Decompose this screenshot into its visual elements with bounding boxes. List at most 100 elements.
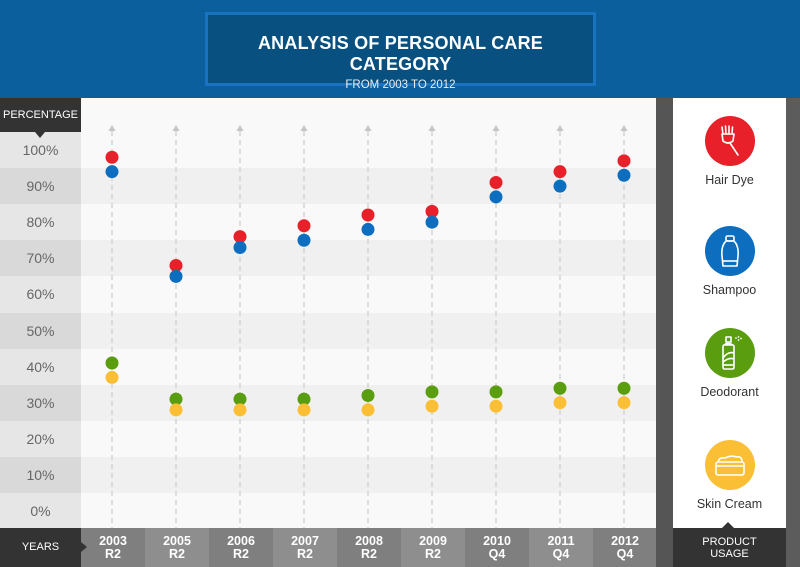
data-point-shampoo[interactable] [425, 215, 439, 229]
data-point-skin-cream[interactable] [617, 396, 631, 410]
data-point-hair-dye[interactable] [297, 219, 311, 233]
x-tick-period: Q4 [616, 547, 634, 561]
y-axis-band [0, 493, 81, 529]
data-point-shampoo[interactable] [489, 190, 503, 204]
data-point-hair-dye[interactable] [425, 204, 439, 218]
legend-frame-left [656, 98, 673, 567]
x-tick-label: 2008 R2 [337, 528, 401, 567]
legend-item-shampoo: Shampoo [673, 226, 786, 297]
data-point-deodorant[interactable] [169, 392, 183, 406]
x-tick-period: R2 [233, 547, 249, 561]
legend-label: Skin Cream [696, 497, 763, 511]
data-point-skin-cream[interactable] [489, 399, 503, 413]
legend-panel: Hair Dye Shampoo [673, 98, 786, 528]
y-axis-band [0, 456, 81, 493]
x-tick-period: Q4 [552, 547, 570, 561]
skin-cream-jar-icon [704, 440, 755, 490]
data-point-hair-dye[interactable] [233, 230, 247, 244]
legend-frame-right [786, 98, 800, 567]
legend-heading-pointer [722, 522, 734, 528]
data-point-shampoo[interactable] [105, 165, 119, 179]
data-point-skin-cream[interactable] [169, 403, 183, 417]
data-point-deodorant[interactable] [361, 388, 375, 402]
data-point-skin-cream[interactable] [233, 403, 247, 417]
data-point-deodorant[interactable] [297, 392, 311, 406]
data-point-hair-dye[interactable] [361, 208, 375, 222]
data-point-skin-cream[interactable] [361, 403, 375, 417]
guide-arrow-icon [556, 125, 564, 131]
data-point-shampoo[interactable] [169, 269, 183, 283]
data-point-hair-dye[interactable] [553, 165, 567, 179]
x-tick-period: Q4 [488, 547, 506, 561]
y-axis-band [0, 348, 81, 385]
data-point-hair-dye[interactable] [105, 150, 119, 164]
shampoo-bottle-icon [704, 226, 755, 276]
y-axis-band [0, 132, 81, 168]
x-axis-heading-pointer [81, 542, 87, 552]
y-tick-label: 0% [30, 503, 51, 519]
data-point-deodorant[interactable] [425, 385, 439, 399]
x-tick-period: R2 [169, 547, 185, 561]
data-point-shampoo[interactable] [297, 233, 311, 247]
guide-arrow-icon [236, 125, 244, 131]
legend-item-skin-cream: Skin Cream [673, 440, 786, 511]
y-tick-label: 60% [26, 286, 55, 303]
legend-heading: PRODUCT USAGE [673, 528, 786, 567]
y-axis-heading: PERCENTAGE [0, 98, 81, 132]
legend-label: Shampoo [702, 283, 757, 297]
header-banner: ANALYSIS OF PERSONAL CARE CATEGORY FROM … [0, 0, 800, 98]
x-tick-label: 2010 Q4 [465, 528, 529, 567]
y-tick-label: 10% [26, 466, 55, 483]
x-tick-year: 2010 [483, 534, 511, 548]
legend-label: Deodorant [700, 385, 759, 399]
y-axis-band [0, 420, 81, 457]
x-tick-period: R2 [361, 547, 377, 561]
data-point-shampoo[interactable] [361, 222, 375, 236]
data-point-deodorant[interactable] [105, 356, 119, 370]
y-axis-band [0, 384, 81, 421]
data-point-shampoo[interactable] [553, 179, 567, 193]
guide-arrow-icon [428, 125, 436, 131]
x-tick-year: 2011 [547, 534, 575, 548]
guide-arrow-icon [364, 125, 372, 131]
chart-title: ANALYSIS OF PERSONAL CARE CATEGORY [257, 33, 544, 74]
guide-arrow-icon [172, 125, 180, 131]
data-point-skin-cream[interactable] [105, 370, 119, 384]
data-point-deodorant[interactable] [553, 381, 567, 395]
y-axis-band [0, 240, 81, 277]
y-tick-label: 30% [26, 394, 55, 411]
x-tick-year: 2007 [291, 534, 319, 548]
x-tick-year: 2008 [355, 534, 383, 548]
guide-arrow-icon [620, 125, 628, 131]
guide-arrow-icon [300, 125, 308, 131]
data-point-shampoo[interactable] [617, 168, 631, 182]
data-point-skin-cream[interactable] [425, 399, 439, 413]
x-tick-label: 2011 Q4 [529, 528, 593, 567]
data-point-skin-cream[interactable] [553, 396, 567, 410]
data-point-hair-dye[interactable] [489, 175, 503, 189]
chart-svg [105, 125, 631, 528]
x-tick-period: R2 [425, 547, 441, 561]
y-tick-label: 80% [26, 214, 55, 231]
y-tick-label: 100% [22, 142, 59, 158]
y-tick-label: 90% [26, 178, 55, 195]
x-tick-year: 2003 [99, 534, 127, 548]
guide-arrow-icon [492, 125, 500, 131]
legend-item-deodorant: Deodorant [673, 328, 786, 399]
data-point-skin-cream[interactable] [297, 403, 311, 417]
y-axis-band [0, 276, 81, 313]
data-point-deodorant[interactable] [233, 392, 247, 406]
legend-heading-line1: PRODUCT [702, 536, 757, 548]
data-point-hair-dye[interactable] [169, 259, 183, 273]
data-point-hair-dye[interactable] [617, 154, 631, 168]
x-tick-label: 2005 R2 [145, 528, 209, 567]
chart-subtitle: FROM 2003 TO 2012 [345, 79, 456, 91]
data-point-deodorant[interactable] [489, 385, 503, 399]
legend-item-hair-dye: Hair Dye [673, 116, 786, 187]
data-point-deodorant[interactable] [617, 381, 631, 395]
legend-heading-line2: USAGE [710, 548, 749, 560]
x-tick-label: 2003 R2 [81, 528, 145, 567]
data-point-shampoo[interactable] [233, 240, 247, 254]
y-tick-label: 40% [26, 358, 55, 375]
